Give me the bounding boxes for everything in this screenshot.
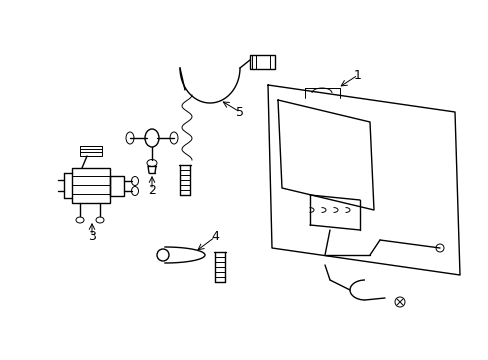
Text: 5: 5 — [236, 105, 244, 118]
Text: 4: 4 — [211, 230, 219, 243]
Bar — [72, 168, 110, 203]
Text: 1: 1 — [353, 68, 361, 81]
Text: 3: 3 — [88, 230, 96, 243]
Text: 2: 2 — [148, 184, 156, 197]
Bar — [110, 176, 124, 196]
Bar — [80, 146, 102, 156]
Bar — [249, 55, 274, 69]
